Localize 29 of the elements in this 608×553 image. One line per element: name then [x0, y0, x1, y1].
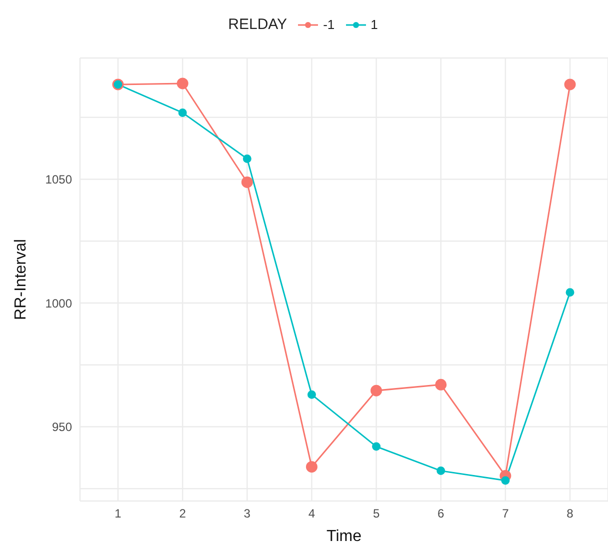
x-tick-label: 2	[179, 506, 186, 521]
point	[307, 390, 316, 399]
legend-label: 1	[370, 17, 378, 32]
legend-title: RELDAY	[228, 16, 288, 33]
y-tick-label: 1000	[45, 296, 72, 310]
point	[435, 378, 447, 390]
point	[372, 442, 381, 451]
x-tick-label: 7	[502, 506, 510, 521]
y-axis-title: RR-Interval	[12, 239, 30, 320]
x-tick-label: 5	[372, 506, 380, 521]
point	[436, 466, 446, 476]
x-tick-label: 4	[308, 506, 316, 521]
point	[176, 78, 188, 90]
y-tick-label: 1050	[45, 172, 72, 187]
point	[501, 476, 510, 485]
point	[566, 288, 574, 297]
x-tick-label: 8	[566, 506, 574, 521]
x-axis-title: Time	[326, 528, 362, 545]
x-tick-label: 3	[244, 506, 251, 521]
point	[178, 108, 187, 117]
point	[242, 154, 252, 163]
y-tick-label: 950	[52, 420, 72, 434]
point	[306, 461, 318, 473]
x-tick-label: 6	[438, 506, 445, 521]
x-tick-label: 1	[114, 506, 122, 521]
point	[241, 176, 253, 188]
point	[564, 78, 576, 90]
point	[370, 384, 382, 396]
legend-label: -1	[322, 17, 335, 32]
